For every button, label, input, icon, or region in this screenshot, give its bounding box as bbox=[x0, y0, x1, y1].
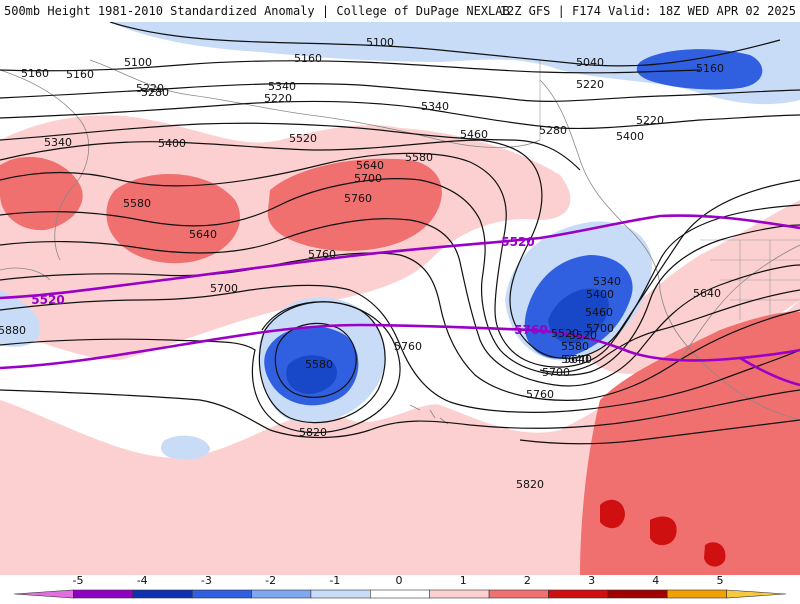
contour-label: 5700 bbox=[354, 172, 382, 185]
contour-label: 5640 bbox=[189, 228, 217, 241]
colorbar-segment bbox=[607, 589, 668, 599]
contour-label: 5880 bbox=[0, 324, 26, 337]
colorbar-tick-label: 1 bbox=[459, 574, 467, 587]
contour-label: 5400 bbox=[158, 137, 186, 150]
contour-label: 5160 bbox=[294, 52, 322, 65]
model-valid-time: 12Z GFS | F174 Valid: 18Z WED APR 02 202… bbox=[499, 4, 796, 18]
colorbar-tick-label: -4 bbox=[136, 574, 148, 587]
contour-label: 5340 bbox=[593, 275, 621, 288]
contour-label: 5580 bbox=[123, 197, 151, 210]
colorbar-segment bbox=[132, 589, 193, 599]
colorbar-segment bbox=[666, 589, 727, 599]
negative-anomaly-dark bbox=[286, 288, 609, 394]
contour-label: 5520 bbox=[289, 132, 317, 145]
colorbar-tick-label: -2 bbox=[265, 574, 277, 587]
contour-label: 5580 bbox=[405, 151, 433, 164]
contour-label: 5160 bbox=[21, 67, 49, 80]
colorbar-segment bbox=[191, 589, 252, 599]
map-header: 500mb Height 1981-2010 Standardized Anom… bbox=[0, 0, 800, 22]
contour-label: 5340 bbox=[268, 80, 296, 93]
colorbar-segment bbox=[13, 589, 74, 599]
colorbar-segment bbox=[73, 589, 134, 599]
colorbar-segment bbox=[488, 589, 549, 599]
anomaly-colorbar: -5 -4 -3 -2 -1 0 1 2 3 4 5 bbox=[0, 575, 800, 600]
contour-label: 5100 bbox=[124, 56, 152, 69]
colorbar-scale bbox=[13, 589, 787, 599]
contour-label: 5520 bbox=[551, 327, 579, 340]
contour-label: 5160 bbox=[696, 62, 724, 75]
thick-contour-label: 5760 bbox=[514, 323, 547, 337]
contour-label: 5820 bbox=[516, 478, 544, 491]
height-contours bbox=[0, 22, 800, 445]
thick-reference-contours bbox=[0, 214, 800, 387]
contour-label: 5580 bbox=[561, 340, 589, 353]
contour-label: 5760 bbox=[526, 388, 554, 401]
colorbar-tick-label: 4 bbox=[652, 574, 660, 587]
contour-label: 5700 bbox=[586, 322, 614, 335]
colorbar-tick-label: -5 bbox=[72, 574, 84, 587]
contour-label: 5460 bbox=[585, 306, 613, 319]
positive-anomaly-medium bbox=[0, 156, 800, 575]
contour-label: 5400 bbox=[586, 288, 614, 301]
contour-label: 5340 bbox=[44, 136, 72, 149]
colorbar-tick-label: 3 bbox=[588, 574, 596, 587]
contour-label: 5700 bbox=[542, 366, 570, 379]
anomaly-map: 5100516051605100504051605220528053405220… bbox=[0, 22, 800, 575]
colorbar-segment bbox=[251, 589, 312, 599]
colorbar-segment bbox=[726, 589, 787, 599]
thick-contour-label: 5520 bbox=[501, 235, 534, 249]
contour-label: 5760 bbox=[344, 192, 372, 205]
contour-label: 5460 bbox=[460, 128, 488, 141]
map-canvas: 5100516051605100504051605220528053405220… bbox=[0, 22, 800, 575]
contour-label: 5640 bbox=[356, 159, 384, 172]
contour-label: 5760 bbox=[394, 340, 422, 353]
thick-contour-label: 5520 bbox=[31, 293, 64, 307]
contour-label: 5100 bbox=[366, 36, 394, 49]
map-title: 500mb Height 1981-2010 Standardized Anom… bbox=[4, 4, 510, 18]
contour-label: 5760 bbox=[308, 248, 336, 261]
contour-label: 5640 bbox=[564, 353, 592, 366]
colorbar-segment bbox=[429, 589, 490, 599]
contour-label: 5160 bbox=[66, 68, 94, 81]
contour-label: 5580 bbox=[305, 358, 333, 371]
positive-anomaly-dark bbox=[600, 499, 726, 567]
colorbar-tick-label: 2 bbox=[523, 574, 531, 587]
colorbar-tick-label: -3 bbox=[200, 574, 212, 587]
contour-label: 5220 bbox=[264, 92, 292, 105]
contour-label: 5280 bbox=[539, 124, 567, 137]
contour-label: 5340 bbox=[421, 100, 449, 113]
contour-label: 5400 bbox=[616, 130, 644, 143]
thick-contour-labels: 5520 5520 5760 bbox=[31, 235, 547, 337]
colorbar-tick-label: 0 bbox=[395, 574, 403, 587]
political-borders bbox=[539, 60, 800, 320]
colorbar-tick-label: -1 bbox=[329, 574, 341, 587]
contour-label: 5700 bbox=[210, 282, 238, 295]
contour-labels: 5100516051605100504051605220528053405220… bbox=[0, 36, 724, 491]
colorbar-tick-label: 5 bbox=[716, 574, 724, 587]
contour-label: 5820 bbox=[299, 426, 327, 439]
contour-label: 5640 bbox=[693, 287, 721, 300]
contour-label: 5220 bbox=[136, 82, 164, 95]
contour-label: 5640 bbox=[561, 353, 589, 366]
contour-label: 5220 bbox=[636, 114, 664, 127]
contour-label: 5040 bbox=[576, 56, 604, 69]
colorbar-segment bbox=[310, 589, 371, 599]
colorbar-segment bbox=[370, 589, 430, 599]
contour-label: 5220 bbox=[576, 78, 604, 91]
colorbar-segment bbox=[548, 589, 609, 599]
contour-label: 5520 bbox=[569, 329, 597, 342]
contour-label: 5280 bbox=[141, 86, 169, 99]
